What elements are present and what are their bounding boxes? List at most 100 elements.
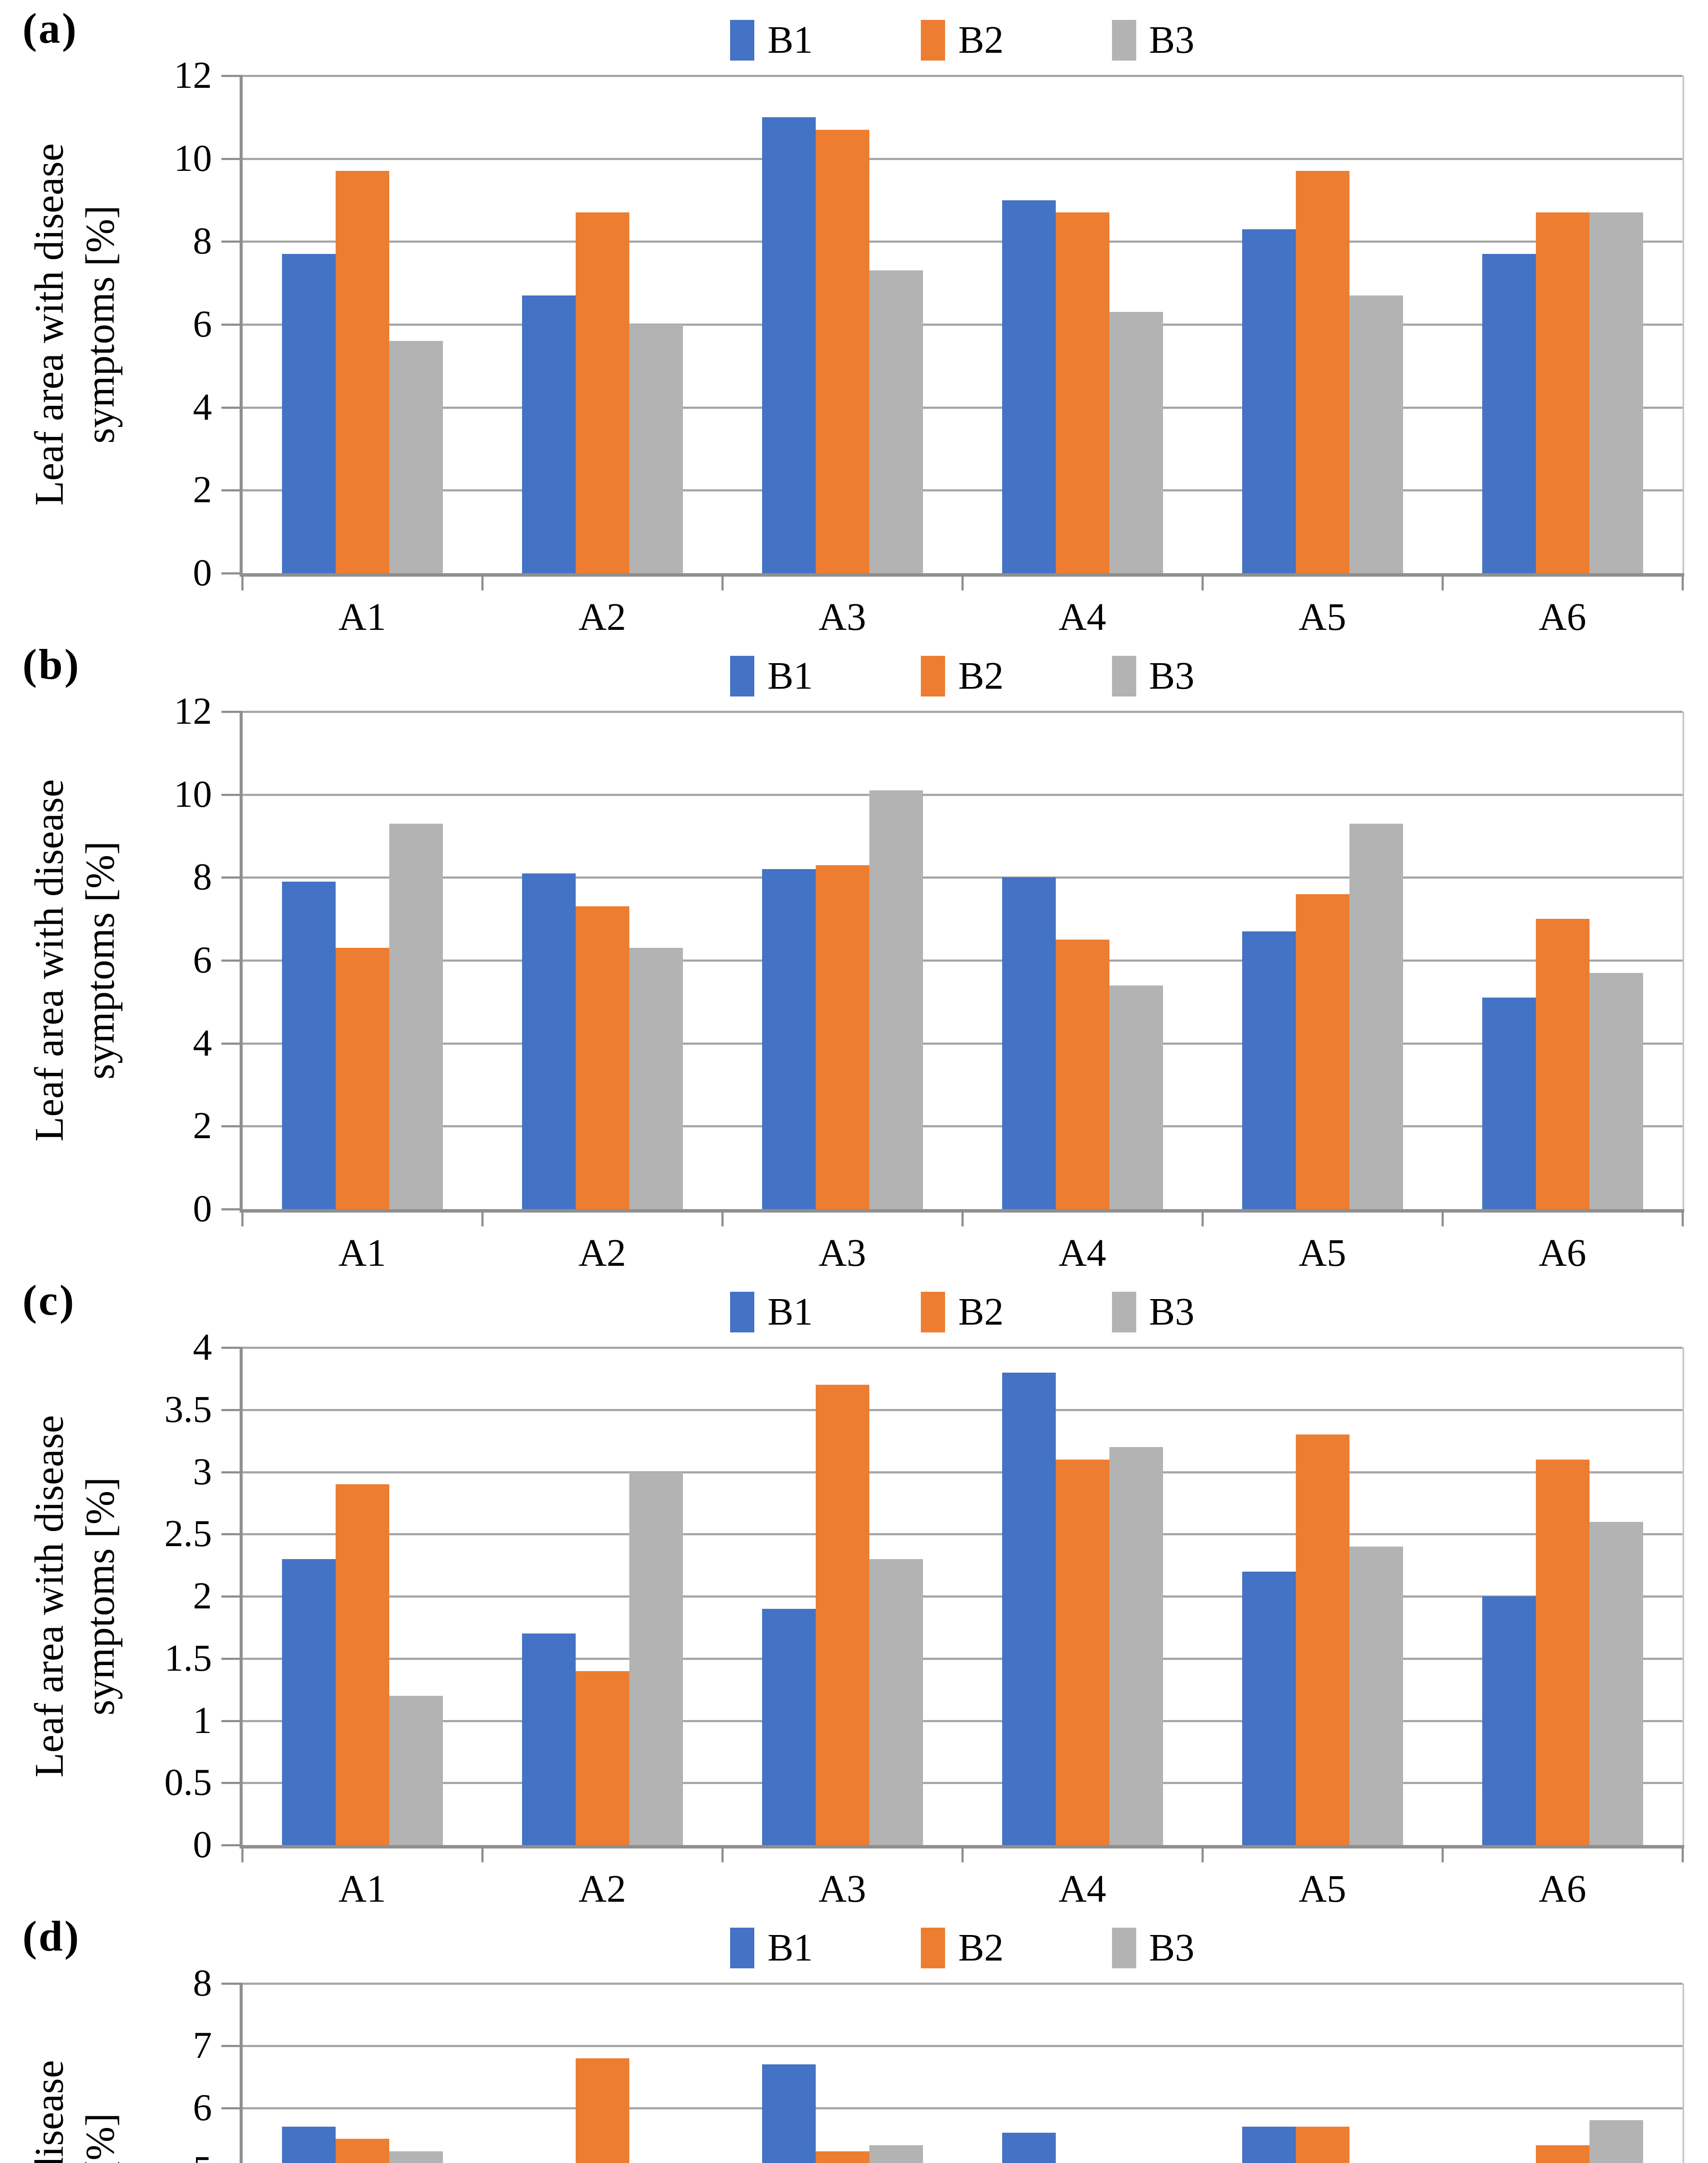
legend: B1 B2 B3 — [242, 16, 1682, 64]
bar-a-a3-b2 — [815, 129, 869, 573]
gridline — [242, 157, 1682, 160]
y-axis-tick — [221, 572, 242, 574]
bar-a-a1-b1 — [282, 254, 336, 573]
legend-item-b2: B2 — [921, 1292, 1004, 1332]
x-axis-tick — [1682, 1845, 1684, 1862]
legend-item-b3: B3 — [1112, 20, 1195, 61]
bar-c-a2-b2 — [575, 1671, 629, 1845]
category-label: A6 — [1538, 1232, 1586, 1274]
x-axis-tick — [1442, 1845, 1444, 1862]
bar-d-a5-b2 — [1295, 2126, 1349, 2163]
category-label: A5 — [1298, 1232, 1346, 1274]
y-axis-tick — [221, 489, 242, 492]
legend-swatch-b1 — [730, 20, 755, 61]
x-axis-tick — [1442, 573, 1444, 590]
y-tick-label: 0 — [193, 1824, 212, 1866]
bar-d-a2-b2 — [575, 2058, 629, 2163]
bar-a-a4-b3 — [1109, 312, 1163, 573]
legend: B1 B2 B3 — [242, 1924, 1682, 1972]
y-axis-tick — [221, 1720, 242, 1722]
bar-a-a5-b1 — [1242, 229, 1296, 573]
gridline — [242, 1782, 1682, 1784]
bar-b-a2-b3 — [629, 948, 683, 1209]
bar-b-a5-b3 — [1349, 823, 1403, 1209]
bar-b-a5-b1 — [1242, 931, 1296, 1209]
y-tick-label: 10 — [174, 773, 212, 815]
category-label: A3 — [818, 596, 866, 639]
y-tick-label: 8 — [193, 856, 212, 899]
y-tick-label: 4 — [193, 386, 212, 428]
legend-item-b3: B3 — [1112, 1292, 1195, 1332]
gridline — [242, 2044, 1682, 2047]
category-label: A4 — [1058, 1868, 1106, 1910]
legend-item-b1: B1 — [730, 20, 813, 61]
bar-b-a1-b3 — [389, 823, 443, 1209]
category-label: A1 — [338, 1868, 386, 1910]
y-axis-title-line: Leaf area with disease — [27, 1415, 72, 1778]
bar-d-a5-b1 — [1242, 2126, 1296, 2163]
bar-a-a2-b1 — [522, 295, 576, 573]
panel-b: (b) B1 B2 B3 Leaf area with disease symptoms … — [0, 636, 1708, 1274]
category-label: A3 — [818, 1868, 866, 1910]
gridline — [242, 1533, 1682, 1536]
gridline — [242, 489, 1682, 492]
gridline — [242, 324, 1682, 326]
y-tick-label: 2 — [193, 469, 212, 511]
y-axis-title-line: Leaf area with disease — [27, 779, 72, 1142]
y-axis-tick — [221, 876, 242, 879]
y-tick-label: 6 — [193, 303, 212, 345]
category-label: A6 — [1538, 596, 1586, 639]
legend-item-b3: B3 — [1112, 1928, 1195, 1968]
y-axis-title-line: Leaf area with disease — [27, 143, 72, 506]
bar-b-a3-b2 — [815, 865, 869, 1209]
bar-d-a1-b2 — [335, 2139, 389, 2163]
y-axis-tick — [221, 1782, 242, 1784]
x-axis-tick — [961, 573, 964, 590]
gridline — [242, 241, 1682, 243]
bar-c-a5-b2 — [1295, 1435, 1349, 1845]
bar-d-a3-b2 — [815, 2151, 869, 2163]
y-tick-label: 4 — [193, 1022, 212, 1064]
bar-a-a5-b2 — [1295, 171, 1349, 573]
gridline — [242, 1409, 1682, 1411]
y-tick-label: 12 — [174, 690, 212, 732]
bar-d-a3-b3 — [869, 2145, 923, 2163]
y-axis-tick — [221, 1983, 242, 1985]
y-axis-title-line: symptoms [%] — [75, 1983, 126, 2163]
bar-c-a4-b2 — [1055, 1459, 1109, 1845]
y-tick-label: 8 — [193, 220, 212, 263]
gridline — [242, 793, 1682, 796]
y-axis-line — [240, 76, 243, 573]
category-label: A3 — [818, 1232, 866, 1274]
x-axis-tick — [1442, 1209, 1444, 1226]
bar-c-a3-b3 — [869, 1559, 923, 1845]
y-axis-tick — [221, 1042, 242, 1045]
bar-a-a1-b3 — [389, 341, 443, 573]
y-axis-tick — [221, 406, 242, 409]
bar-a-a4-b1 — [1002, 200, 1056, 573]
bar-d-a1-b3 — [389, 2151, 443, 2163]
legend-item-b1: B1 — [730, 656, 813, 696]
y-axis-tick — [221, 960, 242, 962]
gridline — [242, 711, 1682, 713]
legend: B1 B2 B3 — [242, 652, 1682, 700]
legend-swatch-b1 — [730, 1292, 755, 1332]
legend-swatch-b2 — [921, 656, 945, 696]
legend-label: B1 — [767, 655, 813, 697]
panel-label: (d) — [22, 1912, 81, 1960]
category-label: A2 — [578, 1232, 626, 1274]
bar-a-a2-b3 — [629, 324, 683, 573]
x-axis-tick — [1202, 1209, 1204, 1226]
panel-label: (b) — [22, 640, 81, 688]
x-axis-tick — [241, 1209, 244, 1226]
plot-area: 012345678A1A2A3A4A5A6 — [193, 1962, 1684, 2163]
x-axis-tick — [481, 1209, 484, 1226]
bar-c-a4-b3 — [1109, 1447, 1163, 1845]
plot-area: 0 2 4 6 8 10 12 A1 A2 A3 A4 A5 A6 — [174, 55, 1684, 639]
category-label: A4 — [1058, 596, 1106, 639]
bar-b-a3-b3 — [869, 790, 923, 1209]
bar-c-a3-b2 — [815, 1385, 869, 1845]
bar-d-a6-b3 — [1589, 2120, 1643, 2163]
legend: B1 B2 B3 — [242, 1288, 1682, 1336]
